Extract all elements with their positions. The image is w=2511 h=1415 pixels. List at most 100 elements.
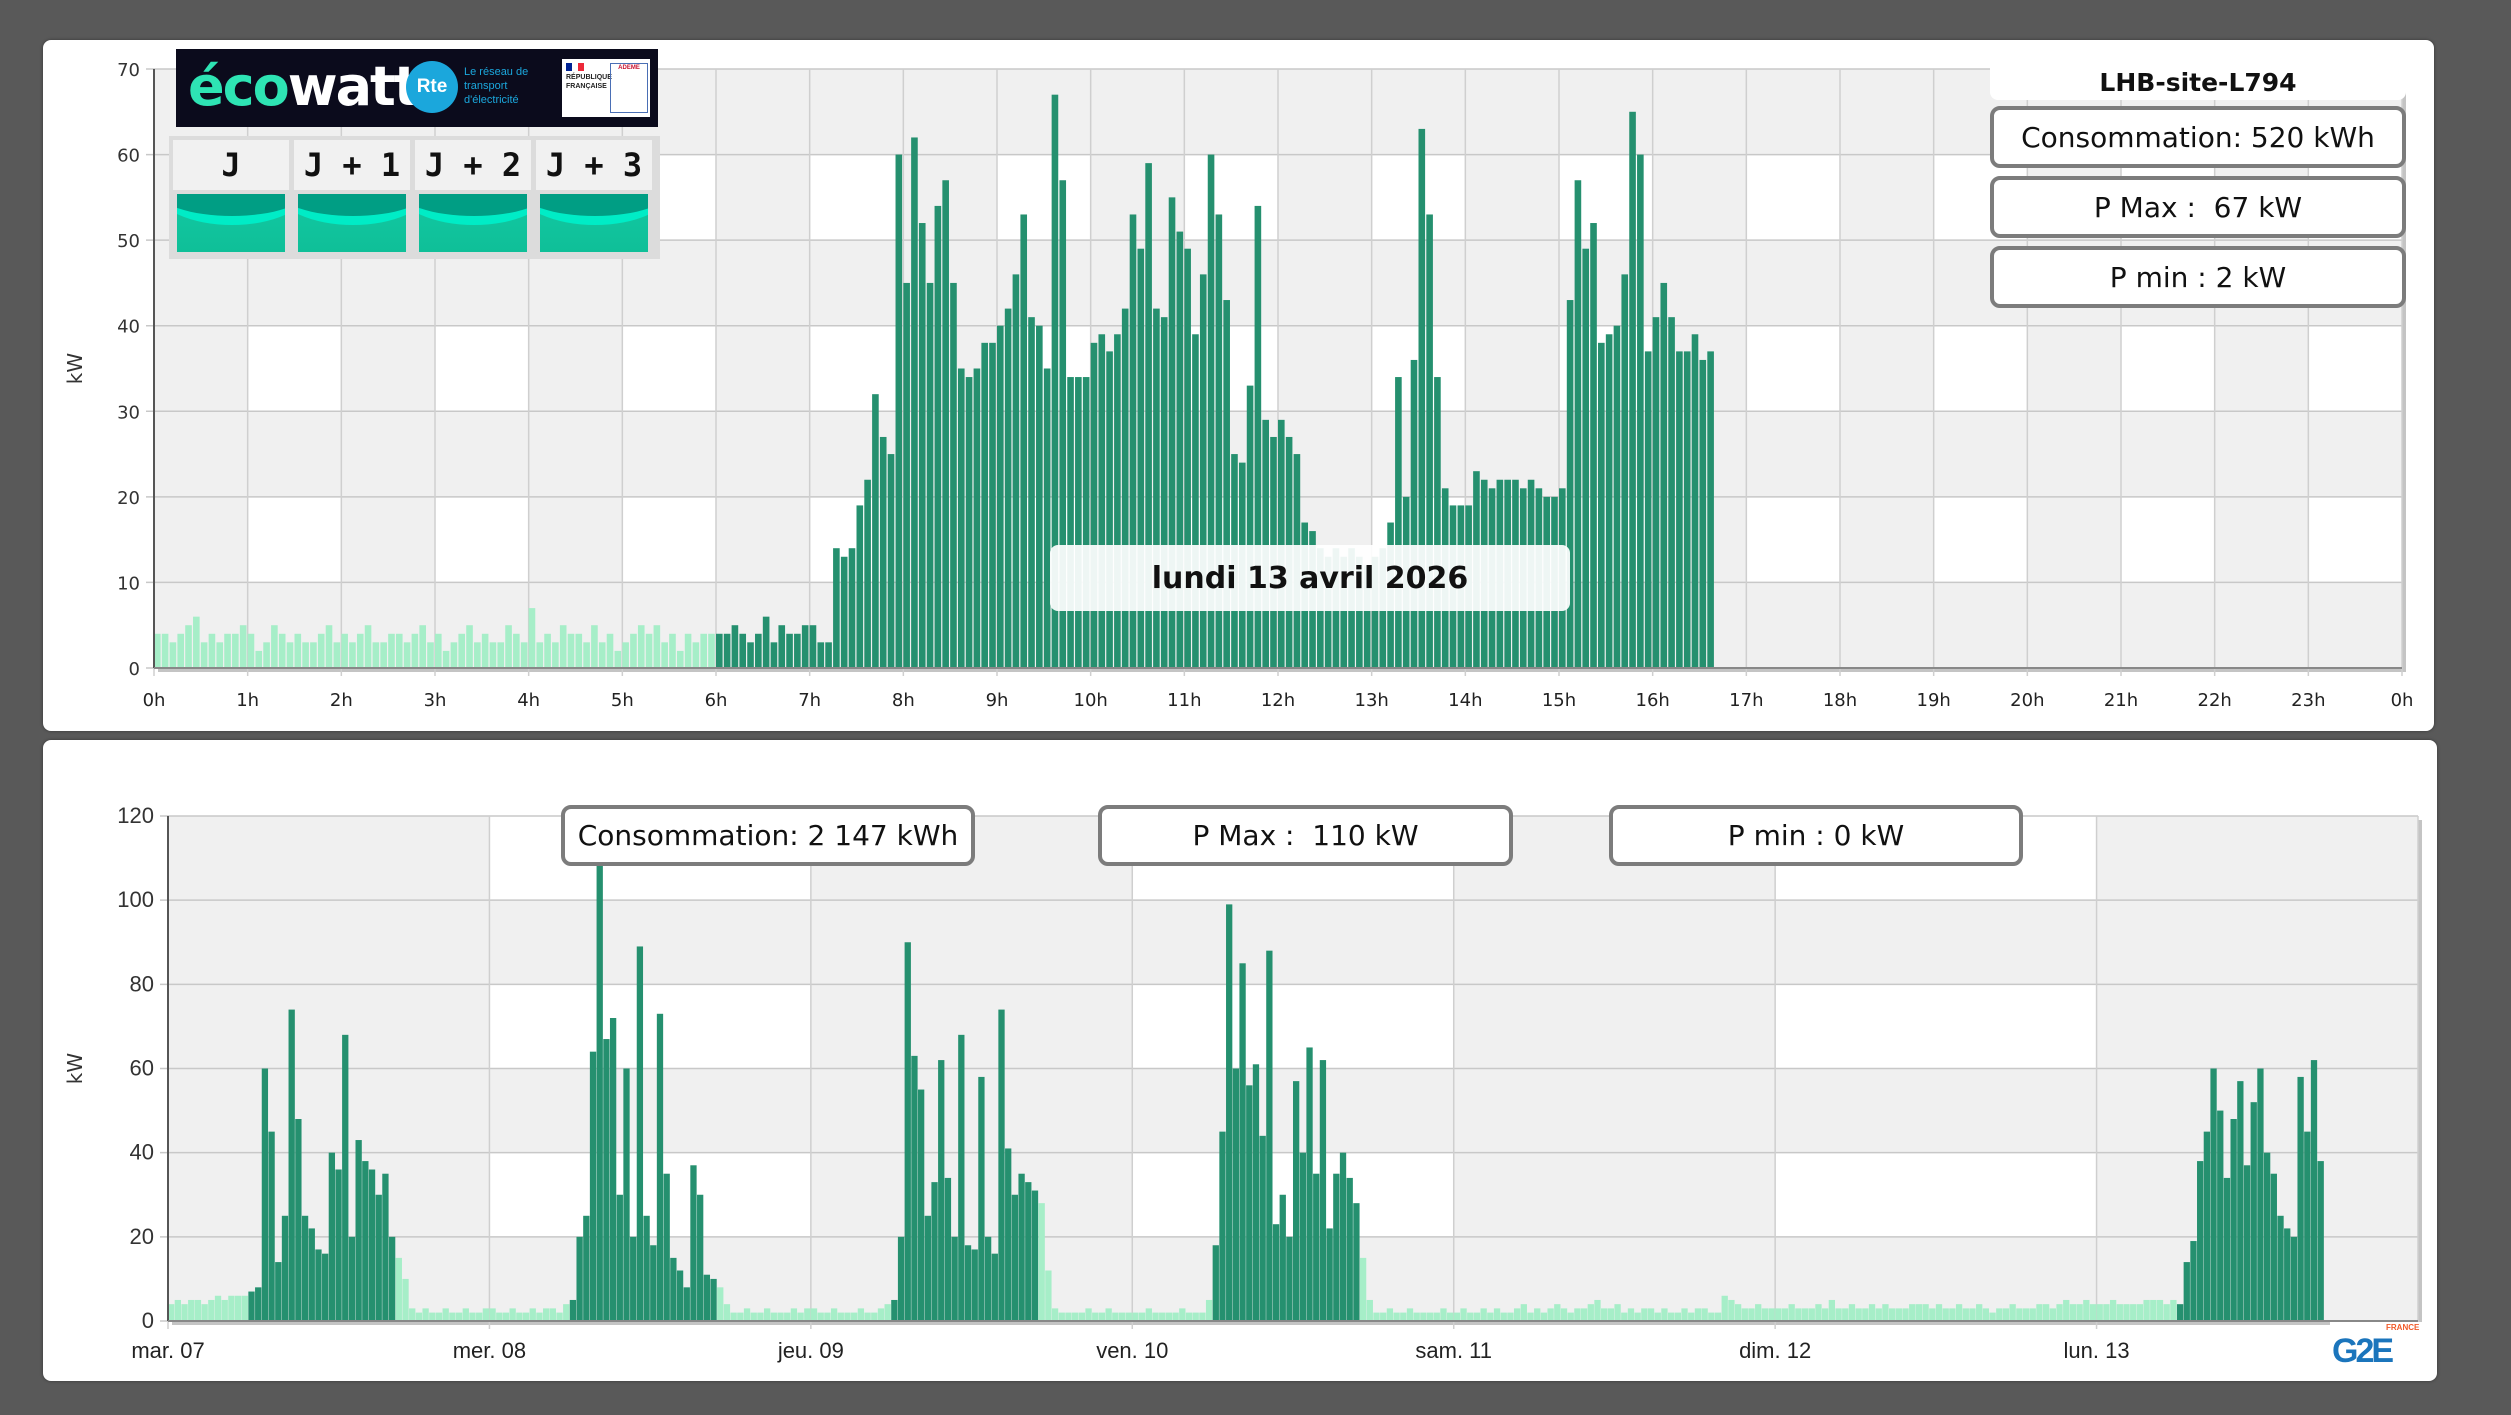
bar — [422, 1308, 429, 1321]
bar — [2183, 1262, 2190, 1321]
bar — [2197, 1161, 2204, 1321]
bar — [1728, 1299, 1735, 1321]
bar — [2002, 1308, 2010, 1321]
bar — [614, 650, 622, 668]
bar — [1668, 1312, 1675, 1321]
bar — [201, 1304, 208, 1321]
bar — [308, 1228, 315, 1321]
bar — [234, 1295, 242, 1321]
bar — [1828, 1299, 1836, 1321]
bar — [1395, 377, 1402, 668]
wave-icon — [419, 194, 527, 225]
bar — [185, 625, 192, 668]
bar — [596, 858, 603, 1321]
bar — [450, 642, 458, 668]
grid-cell — [1746, 154, 1840, 241]
bar — [1371, 556, 1379, 668]
y-tick-label: 50 — [117, 231, 140, 252]
bar — [469, 1312, 476, 1321]
bar — [1460, 1308, 1467, 1321]
bar — [1647, 1308, 1655, 1321]
bar — [348, 1236, 356, 1321]
bar — [1346, 1177, 1353, 1321]
bar — [2203, 1131, 2211, 1321]
x-tick-label: 6h — [705, 690, 728, 711]
bar — [911, 137, 918, 668]
bar — [1942, 1308, 1949, 1321]
bar — [1621, 274, 1629, 668]
bar — [2257, 1068, 2264, 1321]
bar — [310, 642, 317, 668]
bar — [1420, 1312, 1427, 1321]
bar — [335, 1169, 342, 1321]
forecast-day-label: J — [173, 140, 289, 190]
bar — [864, 479, 871, 668]
y-tick-label: 40 — [117, 317, 140, 338]
bar — [193, 616, 200, 668]
bar — [1755, 1304, 1762, 1321]
x-tick-label: 14h — [1448, 690, 1482, 711]
bar — [188, 1299, 195, 1321]
bar — [1254, 205, 1262, 668]
bar — [1580, 1308, 1588, 1321]
bar — [1373, 1312, 1380, 1321]
bar — [2176, 1304, 2184, 1321]
bar — [1594, 1299, 1601, 1321]
french-flag-icon — [566, 63, 584, 71]
bar — [1688, 1312, 1695, 1321]
grid-cell — [247, 496, 342, 583]
bar — [1313, 1173, 1320, 1321]
bar — [1922, 1304, 1929, 1321]
bar — [1085, 1308, 1092, 1321]
bar — [1192, 334, 1199, 668]
bar — [589, 1051, 597, 1321]
bar — [2143, 1299, 2150, 1321]
bar — [837, 1312, 844, 1321]
bar — [1493, 1308, 1501, 1321]
bar — [322, 1253, 329, 1321]
y-tick-label: 60 — [130, 1056, 154, 1081]
bar — [1106, 351, 1113, 668]
bar — [1691, 334, 1699, 668]
bar — [616, 1194, 623, 1321]
bar — [281, 1215, 289, 1321]
bar — [1219, 1131, 1226, 1321]
bar — [1172, 1312, 1179, 1321]
bar — [1363, 565, 1371, 668]
bar — [261, 1068, 269, 1321]
bar — [755, 633, 762, 668]
ecowatt-logo: écowatt Rte Le réseau de transport d'éle… — [176, 49, 658, 127]
bar — [516, 1312, 523, 1321]
y-tick-label: 60 — [117, 146, 140, 167]
bar — [856, 505, 864, 668]
bar — [1112, 1312, 1119, 1321]
y-tick-label: 100 — [117, 887, 154, 912]
bar — [481, 633, 489, 668]
y-tick-label: 70 — [117, 60, 140, 81]
bar — [1426, 1312, 1434, 1321]
bar — [1699, 359, 1707, 668]
bar — [723, 1304, 731, 1321]
bar — [1246, 385, 1254, 668]
bar — [1661, 1308, 1668, 1321]
bar — [1215, 214, 1223, 668]
bar — [458, 633, 466, 668]
bar — [549, 1308, 556, 1321]
bar — [1547, 1308, 1554, 1321]
bar — [2116, 1304, 2123, 1321]
bar — [1433, 1312, 1440, 1321]
bar — [356, 633, 364, 668]
bar — [2237, 1081, 2244, 1321]
forecast-day-label: J + 2 — [415, 140, 531, 190]
bar — [817, 642, 825, 668]
y-tick-label: 0 — [142, 1308, 154, 1333]
bar — [1822, 1308, 1829, 1321]
bar — [528, 608, 536, 668]
bar — [317, 633, 325, 668]
bar — [1031, 1190, 1039, 1321]
bar — [1788, 1304, 1795, 1321]
bar — [1159, 1312, 1166, 1321]
bar — [1601, 1308, 1608, 1321]
x-tick-label: 22h — [2198, 690, 2232, 711]
